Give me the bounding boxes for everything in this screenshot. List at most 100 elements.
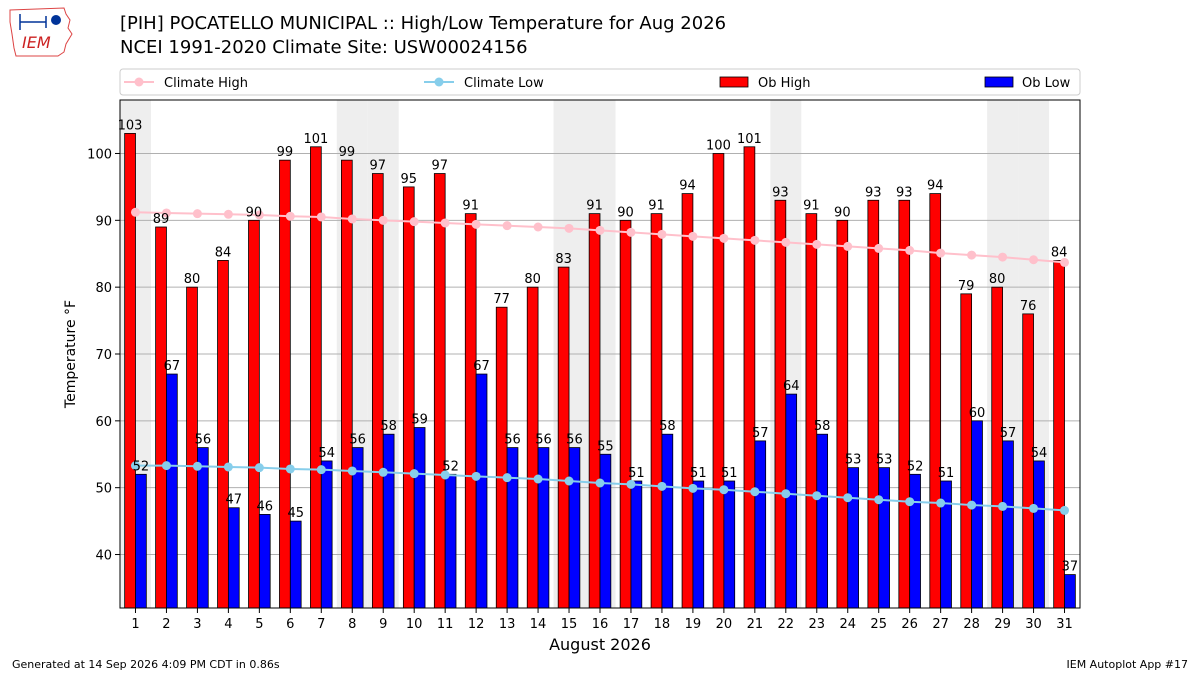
label-high-day-17: 90 (617, 205, 634, 220)
bar-high-day-26 (898, 199, 911, 609)
label-high-day-31: 84 (1051, 245, 1068, 260)
chart-title: [PIH] POCATELLO MUNICIPAL :: High/Low Te… (120, 13, 727, 34)
bar-high-day-9 (371, 173, 384, 609)
bar-high-day-4 (217, 260, 229, 609)
legend: Climate High Climate Low Ob High Ob Low (119, 68, 1081, 96)
bar-low-day-7 (320, 460, 333, 609)
xtick-label-28: 28 (963, 617, 980, 632)
point-climate-high-day-17 (626, 227, 636, 237)
label-low-day-11: 52 (442, 459, 459, 474)
label-low-day-19: 51 (690, 466, 707, 481)
label-high-day-1: 103 (118, 118, 143, 133)
label-low-day-23: 58 (814, 419, 831, 434)
point-climate-low-day-28 (967, 500, 977, 510)
point-climate-high-day-14 (533, 222, 543, 232)
label-high-day-24: 90 (834, 205, 851, 220)
point-climate-high-day-3 (192, 209, 202, 219)
xtick-label-24: 24 (839, 617, 856, 632)
point-climate-high-day-23 (812, 239, 822, 249)
bar-low-day-12 (475, 373, 488, 609)
label-low-day-7: 54 (318, 446, 335, 461)
bar-high-day-25 (867, 199, 880, 609)
bar-high-day-31 (1053, 260, 1065, 609)
point-climate-low-day-5 (254, 463, 264, 473)
bar-low-day-14 (537, 447, 550, 609)
xtick-label-18: 18 (654, 617, 671, 632)
point-climate-high-day-12 (471, 219, 481, 229)
climate-lines (130, 207, 1070, 515)
point-climate-low-day-27 (936, 498, 946, 508)
bar-high-day-13 (495, 306, 508, 609)
bar-low-day-31 (1064, 574, 1076, 609)
point-climate-high-day-31 (1060, 257, 1070, 267)
point-climate-low-day-6 (285, 464, 295, 474)
label-high-day-7: 101 (303, 132, 328, 147)
label-low-day-12: 67 (473, 359, 490, 374)
bar-low-day-24 (847, 467, 859, 609)
label-high-day-13: 77 (493, 292, 510, 307)
label-low-day-26: 52 (907, 459, 924, 474)
bar-low-day-22 (785, 393, 798, 609)
shade-day-9 (367, 100, 399, 608)
label-high-day-19: 94 (679, 179, 696, 194)
bar-low-day-26 (909, 473, 921, 609)
point-climate-high-day-21 (750, 235, 760, 245)
bar-high-day-7 (310, 146, 322, 609)
point-climate-high-day-30 (1029, 255, 1039, 265)
label-high-day-3: 80 (184, 272, 201, 287)
bar-low-day-5 (258, 514, 271, 609)
point-climate-high-day-5 (254, 210, 264, 220)
bar-low-day-27 (940, 480, 952, 609)
shade-day-22 (770, 100, 802, 608)
xtick-label-31: 31 (1056, 617, 1073, 632)
point-climate-low-day-30 (1029, 503, 1039, 513)
legend-ob-low-swatch (984, 76, 1014, 88)
label-high-day-22: 93 (772, 185, 789, 200)
xtick-label-30: 30 (1025, 617, 1042, 632)
bar-labels: 103 52 89 67 80 56 84 47 90 46 99 45 101 54 99 56 97 58 95… (118, 118, 1079, 574)
label-low-day-20: 51 (721, 466, 738, 481)
bar-low-day-30 (1033, 460, 1045, 609)
bar-low-day-25 (878, 467, 890, 609)
label-high-day-14: 80 (524, 272, 541, 287)
bar-low-day-11 (444, 473, 457, 609)
chart-subtitle: NCEI 1991-2020 Climate Site: USW00024156 (120, 37, 528, 58)
label-low-day-2: 67 (164, 359, 181, 374)
label-low-day-27: 51 (938, 466, 955, 481)
label-low-day-16: 55 (597, 439, 614, 454)
point-climate-high-day-19 (688, 231, 698, 241)
bar-low-day-6 (289, 520, 302, 609)
point-climate-low-day-14 (533, 474, 543, 484)
label-low-day-22: 64 (783, 379, 800, 394)
label-low-day-5: 46 (257, 499, 274, 514)
bar-high-day-2 (155, 226, 167, 609)
bar-high-day-19 (681, 193, 694, 609)
label-low-day-21: 57 (752, 426, 769, 441)
bar-high-day-30 (1022, 313, 1034, 609)
point-climate-high-day-20 (719, 233, 729, 243)
bar-high-day-29 (991, 286, 1003, 609)
xtick-label-15: 15 (561, 617, 578, 632)
y-axis-label: Temperature °F (63, 300, 79, 409)
bar-low-day-4 (227, 507, 240, 609)
label-high-day-9: 97 (370, 159, 387, 174)
bar-low-day-19 (692, 480, 705, 609)
bar-high-day-24 (836, 219, 849, 609)
point-climate-high-day-22 (781, 237, 791, 247)
point-climate-high-day-28 (967, 250, 977, 260)
ytick-label-70: 70 (95, 348, 112, 363)
bar-high-day-15 (557, 266, 570, 609)
xtick-label-14: 14 (530, 617, 547, 632)
point-climate-low-day-1 (130, 461, 140, 471)
label-low-day-30: 54 (1031, 446, 1048, 461)
bar-low-day-2 (166, 373, 178, 609)
bar-low-day-13 (506, 447, 519, 609)
xtick-label-11: 11 (437, 617, 454, 632)
label-high-day-16: 91 (586, 199, 603, 214)
label-high-day-30: 76 (1020, 299, 1037, 314)
label-low-day-4: 47 (226, 493, 243, 508)
label-high-day-26: 93 (896, 185, 913, 200)
label-low-day-24: 53 (845, 453, 862, 468)
label-low-day-3: 56 (195, 433, 212, 448)
